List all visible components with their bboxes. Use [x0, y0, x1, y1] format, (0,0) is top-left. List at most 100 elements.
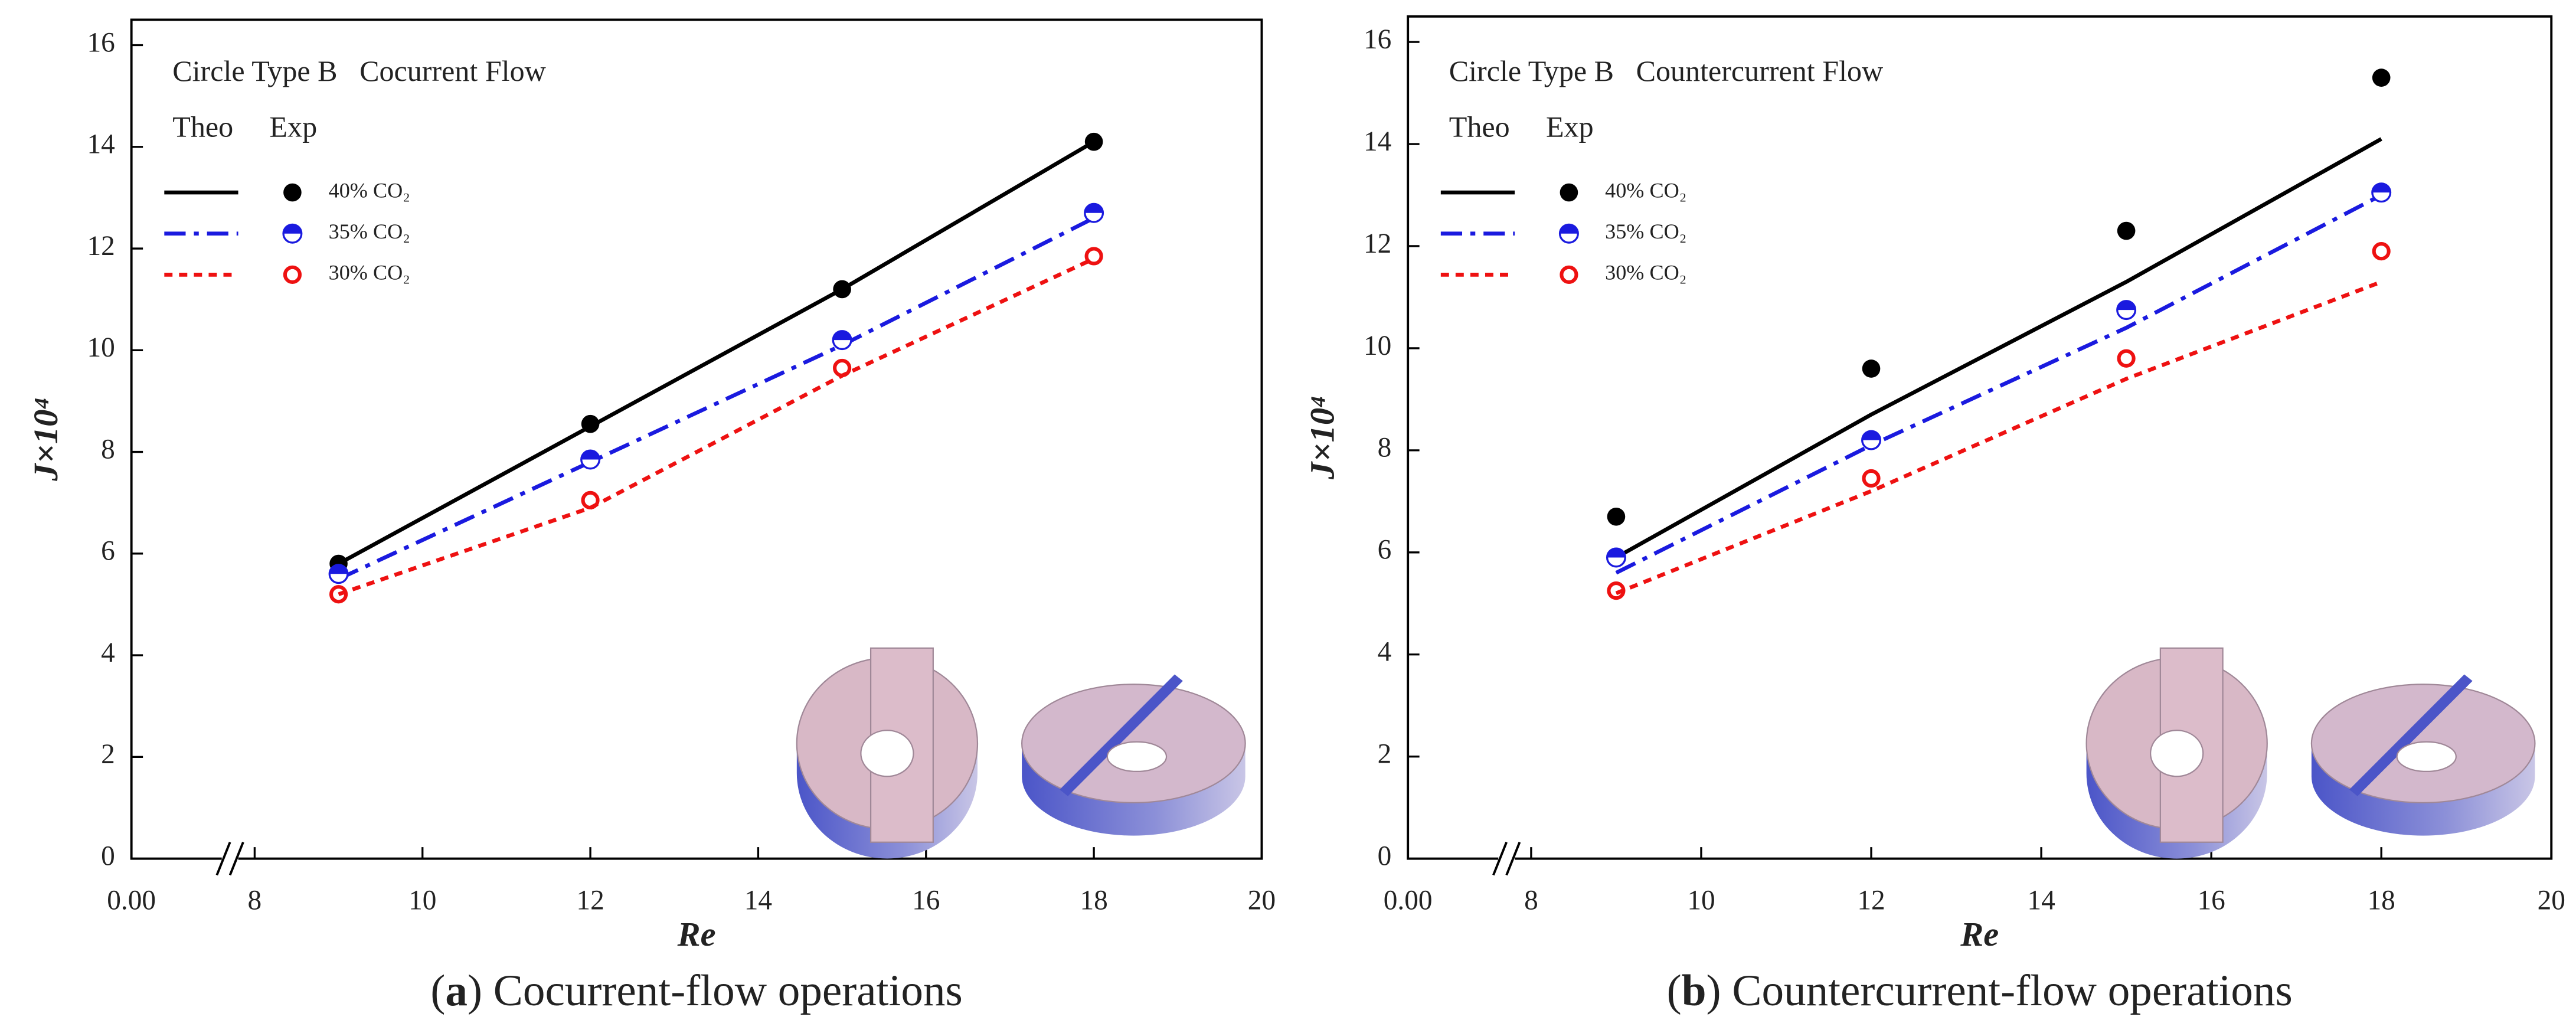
legend-label: 30% CO₂ [1605, 261, 1686, 285]
marker [2371, 182, 2392, 203]
theo-line [338, 257, 1095, 596]
marker-half [283, 224, 302, 234]
marker-half [2372, 183, 2391, 193]
y-tick-label: 8 [1378, 433, 1392, 463]
y-tick-label: 6 [101, 536, 115, 567]
marker-dot [1862, 359, 1881, 378]
marker-half [329, 564, 348, 574]
marker-dot [581, 414, 600, 433]
marker-dot [833, 280, 851, 299]
marker-dot [329, 585, 348, 604]
y-tick-label: 10 [87, 332, 115, 363]
x-tick-label: 14 [2027, 885, 2055, 916]
icon-hole [860, 730, 914, 777]
caption-text: Countercurrent-flow operations [1732, 966, 2292, 1015]
legend-header: Exp [269, 110, 317, 143]
y-axis-label: J×10⁴ [1303, 396, 1341, 480]
marker [1560, 265, 1578, 284]
marker-half [581, 450, 600, 460]
x-tick-label: 18 [2368, 885, 2395, 916]
legend-header: Theo [1449, 110, 1510, 143]
axis-break [228, 842, 244, 876]
y-tick-label: 12 [1364, 228, 1391, 259]
marker-half [2117, 300, 2136, 310]
marker [283, 265, 302, 284]
marker-dot [581, 491, 600, 509]
x-tick-label: 10 [1687, 885, 1715, 916]
icon-hole [2150, 730, 2204, 777]
marker-dot [1862, 469, 1881, 488]
marker [328, 564, 349, 584]
icons [796, 647, 2536, 859]
marker [1084, 132, 1103, 151]
x-tick-label: 16 [2197, 885, 2225, 916]
caption-label: a [445, 966, 468, 1015]
legend-header: Exp [1546, 110, 1594, 143]
x-tick-label: 12 [1857, 885, 1885, 916]
marker-dot [1560, 183, 1578, 202]
marker [1606, 547, 1626, 568]
marker [283, 183, 302, 202]
marker-dot [1607, 507, 1626, 526]
marker [833, 280, 851, 299]
marker-dot [1084, 132, 1103, 151]
x-tick-label: 12 [576, 885, 604, 916]
y-tick-label: 6 [1378, 535, 1392, 565]
y-tick-label: 14 [1364, 126, 1391, 157]
x-tick-label: 20 [2538, 885, 2565, 916]
marker [2372, 242, 2391, 261]
icon-blade [1060, 674, 1183, 796]
marker [833, 358, 852, 378]
marker [581, 414, 600, 433]
y-tick-label: 4 [1378, 637, 1392, 668]
marker [1084, 247, 1103, 266]
marker [1862, 359, 1881, 378]
marker-half [833, 331, 851, 341]
marker-dot [2117, 349, 2136, 368]
marker [2117, 349, 2136, 368]
y-tick-label: 2 [1378, 739, 1392, 770]
caption-paren: ) [468, 966, 493, 1015]
theo-line [1615, 193, 2382, 575]
marker [2117, 221, 2136, 240]
legend-label: 40% CO₂ [1605, 178, 1686, 202]
x-tick-label: 14 [744, 885, 772, 916]
legend-label: 35% CO₂ [1605, 220, 1686, 243]
theo-line [1615, 280, 2382, 596]
marker-dot [2372, 68, 2391, 87]
marker [832, 330, 852, 351]
x-tick-label: 20 [1248, 885, 1276, 916]
x-tick-label: 8 [248, 885, 262, 916]
y-tick-label: 16 [87, 27, 115, 58]
marker-dot [1607, 581, 1626, 600]
marker-dot [283, 183, 302, 202]
y-tick-label: 16 [1364, 24, 1391, 55]
caption: (b) Countercurrent-flow operations [1667, 966, 2293, 1015]
marker-dot [283, 265, 302, 284]
y-tick-label: 14 [87, 129, 115, 160]
marker [1084, 202, 1104, 223]
theo-line [1615, 137, 2382, 560]
legend-label: 35% CO₂ [329, 220, 410, 243]
marker [2372, 68, 2391, 87]
legend-label: 30% CO₂ [329, 261, 410, 285]
marker-half [1607, 548, 1626, 558]
axis-break [1492, 842, 1508, 876]
x-tick-label: 16 [912, 885, 940, 916]
marker [1558, 223, 1579, 244]
caption: (a) Cocurrent-flow operations [430, 966, 962, 1015]
y-tick-label: 2 [101, 739, 115, 770]
caption-paren: ( [1667, 966, 1682, 1015]
chart-title: Circle Type B Countercurrent Flow [1449, 54, 1883, 87]
caption-text: Cocurrent-flow operations [493, 966, 963, 1015]
marker [1607, 581, 1626, 600]
icon-hole [2396, 741, 2457, 773]
y-tick-label: 8 [101, 434, 115, 465]
marker-dot [1084, 247, 1103, 266]
y-tick-label: 12 [87, 231, 115, 261]
marker [1861, 430, 1882, 450]
marker-dot [1560, 265, 1578, 284]
y-tick-label: 0 [101, 841, 115, 871]
axis-break [1505, 842, 1521, 876]
